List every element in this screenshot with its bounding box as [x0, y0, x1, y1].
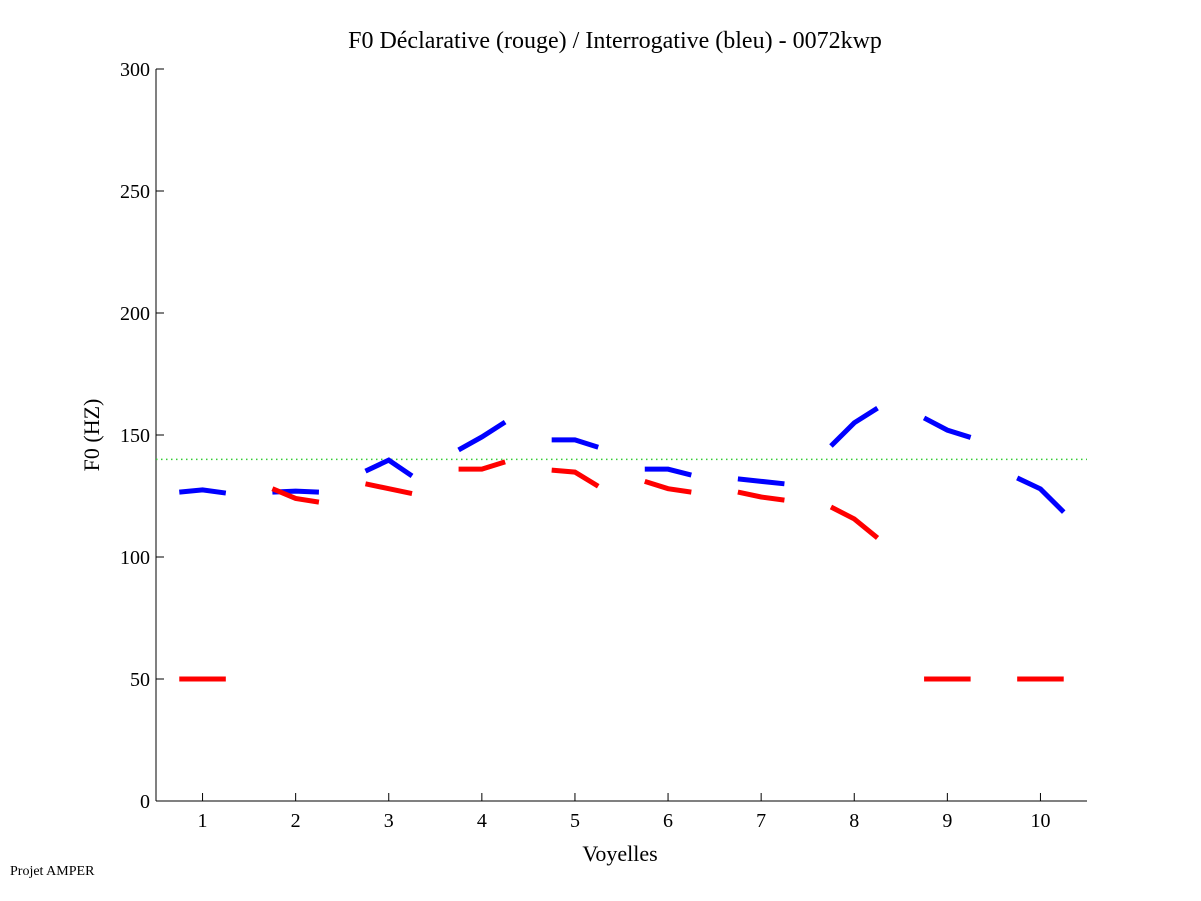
series-segment [458, 459, 506, 472]
y-tick-label: 250 [120, 181, 150, 203]
series-segment [364, 481, 413, 497]
series-segment [737, 489, 785, 503]
series-segment [551, 437, 599, 450]
series-segment [829, 406, 879, 448]
footer-credit: Projet AMPER [10, 864, 95, 879]
x-tick-label: 6 [663, 810, 673, 832]
x-tick-label: 5 [570, 810, 580, 832]
y-tick-label: 50 [130, 669, 150, 691]
series-segment [551, 467, 600, 489]
x-tick-label: 1 [198, 810, 208, 832]
x-tick-label: 7 [756, 810, 766, 832]
x-tick-label: 4 [477, 810, 487, 832]
chart-title: F0 Déclarative (rouge) / Interrogative (… [348, 28, 882, 54]
series-segment [457, 419, 507, 453]
series-segment [1016, 475, 1066, 514]
series-segment [644, 466, 692, 478]
y-tick-label: 300 [120, 59, 150, 81]
y-tick-label: 100 [120, 547, 150, 569]
series-segment [922, 415, 972, 440]
x-tick-label: 10 [1030, 810, 1050, 832]
series-segment [364, 457, 414, 479]
series-segment [829, 504, 880, 540]
x-tick-label: 3 [384, 810, 394, 832]
y-tick-label: 0 [140, 791, 150, 813]
y-tick-label: 200 [120, 303, 150, 325]
x-tick-label: 9 [942, 810, 952, 832]
x-tick-label: 8 [849, 810, 859, 832]
series-segment [737, 476, 785, 487]
x-tick-label: 2 [291, 810, 301, 832]
x-axis-label: Voyelles [582, 841, 657, 866]
series-segment [271, 486, 320, 505]
series-segment [644, 478, 692, 495]
series-segment [179, 487, 227, 496]
y-axis-label: F0 (HZ) [79, 399, 104, 472]
y-tick-label: 150 [120, 425, 150, 447]
